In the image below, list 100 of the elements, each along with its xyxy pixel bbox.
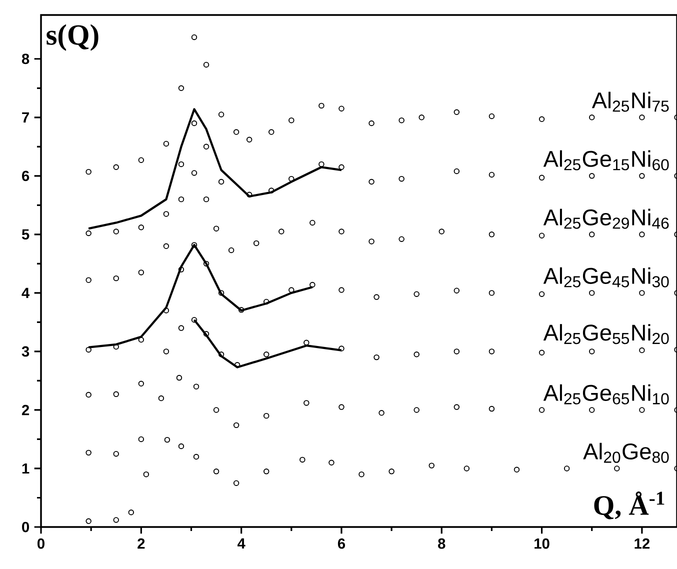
point (86, 450, 92, 456)
point (178, 85, 184, 92)
point (368, 178, 374, 185)
y-tick-label: 2 (22, 404, 30, 416)
point (203, 144, 210, 150)
series-label: Al$_{25}$Ge$_{45}$Ni$_{30}$ (543, 267, 669, 288)
point (86, 277, 92, 283)
point (218, 178, 224, 185)
point (538, 291, 545, 297)
series-label: Al$_{25}$Ni$_{75}$ (592, 92, 669, 112)
point (358, 471, 364, 478)
line-series (88, 244, 314, 348)
point (203, 196, 210, 202)
x-tick-label: 10 (534, 538, 550, 549)
point (268, 129, 274, 135)
point (278, 228, 284, 234)
point (288, 117, 294, 124)
point (368, 120, 374, 126)
point (178, 443, 184, 450)
point (614, 466, 620, 472)
x-tick-label: 4 (237, 538, 246, 548)
point (300, 456, 306, 463)
point (233, 480, 240, 486)
point (163, 308, 170, 314)
point (454, 348, 460, 354)
point (438, 228, 445, 234)
point (178, 161, 184, 168)
point (378, 410, 384, 416)
point (158, 395, 164, 402)
x-axis-title: Q, Å$^{-1}$ (594, 492, 664, 520)
point (488, 113, 495, 120)
point (246, 136, 252, 143)
point (233, 129, 240, 135)
point (268, 188, 274, 194)
point (414, 407, 420, 413)
point (414, 291, 420, 297)
point (203, 260, 210, 267)
point (538, 232, 545, 238)
point (228, 247, 234, 254)
point (191, 120, 198, 126)
point (488, 290, 495, 296)
series-label: Al$_{25}$Ge$_{55}$Ni$_{20}$ (543, 324, 669, 344)
point (338, 164, 344, 170)
x-tick-label: 6 (338, 538, 346, 549)
point (374, 294, 380, 300)
point (488, 232, 495, 238)
point (86, 518, 92, 524)
point (564, 466, 570, 472)
point (213, 407, 220, 413)
point (639, 114, 645, 120)
y-tick-label: 6 (22, 170, 30, 182)
point (454, 288, 460, 294)
point (86, 392, 92, 398)
y-axis-title: s(Q) (46, 24, 98, 51)
point (639, 173, 645, 179)
point (164, 436, 170, 443)
point (218, 352, 224, 358)
point (639, 232, 645, 238)
point (143, 471, 150, 478)
point (514, 466, 520, 473)
point (113, 164, 119, 170)
point (138, 270, 144, 276)
point (113, 275, 119, 282)
point (193, 384, 200, 390)
point (138, 380, 144, 387)
point (113, 517, 119, 523)
point (388, 468, 394, 474)
point (304, 400, 310, 406)
point (338, 106, 344, 112)
point (234, 362, 240, 368)
point (86, 168, 92, 175)
point (191, 34, 198, 40)
point (113, 450, 119, 457)
point (191, 242, 198, 248)
point (178, 196, 184, 202)
y-tick-label: 7 (22, 112, 29, 122)
point (589, 348, 595, 354)
point (213, 468, 220, 474)
point (263, 412, 270, 419)
point (191, 170, 198, 176)
y-tick-label: 1 (22, 463, 30, 474)
point (213, 226, 220, 232)
point (138, 224, 144, 230)
point (328, 460, 334, 466)
point (398, 117, 404, 124)
point (86, 346, 92, 353)
point (538, 174, 545, 181)
point (368, 238, 374, 244)
point (338, 404, 344, 410)
point (263, 468, 270, 474)
point (191, 316, 198, 323)
point (310, 220, 316, 226)
point (203, 331, 210, 337)
x-tick-label: 0 (38, 538, 44, 549)
point (589, 407, 595, 413)
point (263, 298, 270, 305)
point (86, 230, 92, 236)
point (639, 347, 645, 354)
point (113, 391, 119, 398)
point (538, 116, 545, 122)
